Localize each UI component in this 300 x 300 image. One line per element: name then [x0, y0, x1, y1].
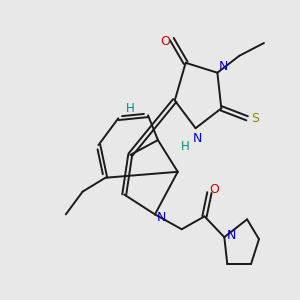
Text: N: N	[226, 229, 236, 242]
Text: O: O	[160, 34, 170, 47]
Text: N: N	[193, 132, 202, 145]
Text: O: O	[209, 183, 219, 196]
Text: H: H	[181, 140, 190, 152]
Text: S: S	[251, 112, 259, 125]
Text: N: N	[157, 211, 167, 224]
Text: H: H	[126, 102, 135, 115]
Text: N: N	[219, 60, 228, 73]
